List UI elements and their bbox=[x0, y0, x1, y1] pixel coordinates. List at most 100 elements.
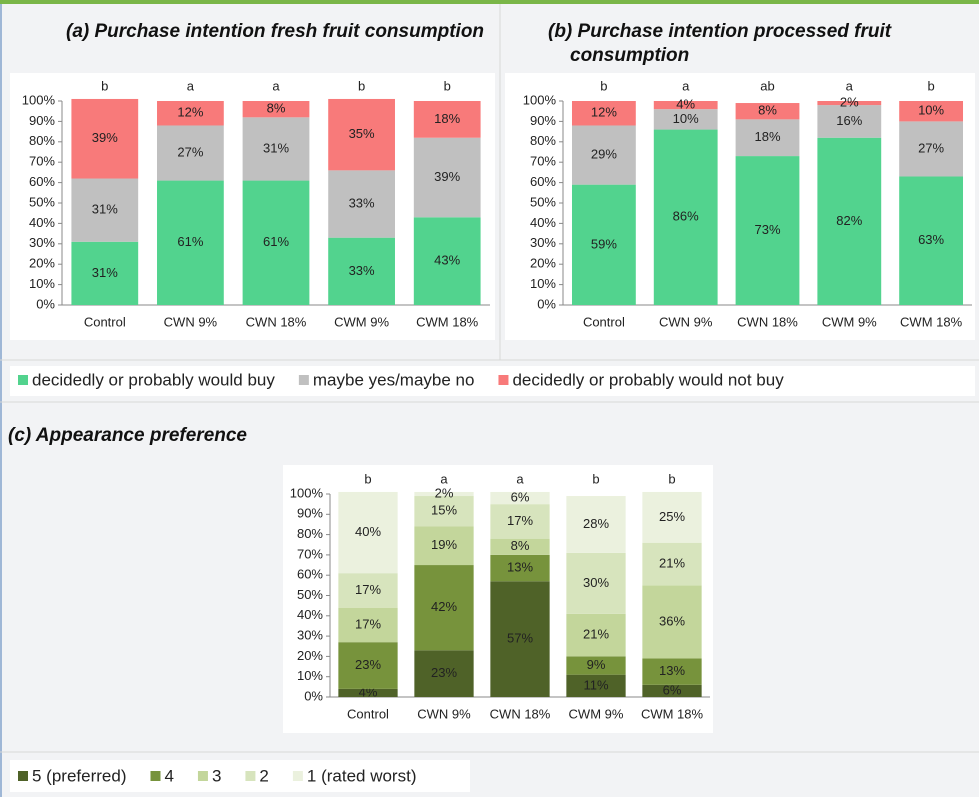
y-tick-label: 10% bbox=[530, 276, 556, 291]
bar-segment bbox=[817, 137, 882, 305]
bar-segment bbox=[735, 119, 800, 157]
y-tick-label: 80% bbox=[530, 133, 556, 148]
bar-segment bbox=[642, 542, 702, 586]
data-label: 8% bbox=[267, 101, 286, 116]
bar-segment bbox=[414, 565, 474, 651]
data-label: 39% bbox=[92, 130, 118, 145]
data-label: 16% bbox=[836, 113, 862, 128]
data-label: 61% bbox=[177, 234, 203, 249]
bar-segment bbox=[157, 125, 224, 181]
significance-letter: b bbox=[668, 471, 675, 486]
bar-segment bbox=[653, 101, 718, 110]
bar-segment bbox=[899, 121, 964, 177]
bar-segment bbox=[566, 552, 626, 614]
significance-letter: b bbox=[101, 78, 108, 93]
significance-letter: a bbox=[272, 78, 280, 93]
x-tick-label: Control bbox=[84, 314, 126, 329]
bar-segment bbox=[157, 180, 224, 305]
legend-label: decidedly or probably would buy bbox=[32, 370, 275, 389]
significance-letter: a bbox=[846, 78, 854, 93]
legend-box bbox=[10, 760, 470, 792]
bar-segment bbox=[338, 491, 398, 574]
bar-segment bbox=[566, 496, 626, 553]
legend-swatch bbox=[245, 771, 256, 781]
bar-segment bbox=[642, 491, 702, 543]
bar-segment bbox=[71, 241, 139, 305]
legend-swatch bbox=[292, 771, 303, 781]
y-tick-label: 100% bbox=[523, 92, 557, 107]
data-label: 36% bbox=[659, 613, 685, 628]
data-label: 6% bbox=[663, 682, 682, 697]
y-tick-label: 90% bbox=[297, 506, 323, 521]
y-tick-label: 30% bbox=[530, 235, 556, 250]
data-label: 18% bbox=[754, 129, 780, 144]
y-tick-label: 80% bbox=[29, 133, 55, 148]
bar-segment bbox=[414, 491, 474, 497]
significance-letter: b bbox=[444, 78, 451, 93]
data-label: 31% bbox=[92, 265, 118, 280]
y-tick-label: 40% bbox=[29, 215, 55, 230]
data-label: 21% bbox=[659, 555, 685, 570]
y-tick-label: 100% bbox=[22, 92, 56, 107]
legend-swatch bbox=[18, 375, 28, 385]
x-tick-label: Control bbox=[347, 706, 389, 721]
data-label: 10% bbox=[673, 111, 699, 126]
y-tick-label: 90% bbox=[29, 113, 55, 128]
y-tick-label: 0% bbox=[36, 296, 55, 311]
legend-label: 5 (preferred) bbox=[32, 766, 126, 785]
legend-label: 3 bbox=[212, 766, 221, 785]
bar-segment bbox=[328, 170, 395, 238]
y-tick-label: 30% bbox=[29, 235, 55, 250]
data-label: 33% bbox=[349, 195, 375, 210]
top-rule bbox=[0, 0, 979, 4]
left-rule bbox=[0, 4, 2, 797]
bar-segment bbox=[817, 105, 882, 138]
data-label: 19% bbox=[431, 537, 457, 552]
legend-swatch bbox=[150, 771, 161, 781]
bar-segment bbox=[242, 180, 310, 305]
significance-letter: a bbox=[516, 471, 524, 486]
bar-segment bbox=[653, 109, 718, 130]
data-label: 23% bbox=[431, 665, 457, 680]
bar-segment bbox=[413, 101, 481, 138]
data-label: 9% bbox=[587, 657, 606, 672]
bar-segment bbox=[71, 178, 139, 242]
data-label: 27% bbox=[177, 144, 203, 159]
bar-segment bbox=[338, 688, 398, 697]
x-tick-label: CWM 18% bbox=[641, 706, 704, 721]
bar-segment bbox=[242, 101, 310, 118]
legend-label: maybe yes/maybe no bbox=[313, 370, 475, 389]
legend-label: decidedly or probably would not buy bbox=[512, 370, 784, 389]
y-tick-label: 10% bbox=[29, 276, 55, 291]
y-tick-label: 60% bbox=[29, 174, 55, 189]
y-tick-label: 90% bbox=[530, 113, 556, 128]
data-label: 8% bbox=[758, 103, 777, 118]
data-label: 2% bbox=[840, 94, 859, 109]
bar-segment bbox=[414, 526, 474, 566]
bar-segment bbox=[566, 656, 626, 675]
legend-label: 4 bbox=[164, 766, 173, 785]
data-label: 59% bbox=[591, 236, 617, 251]
bar-segment bbox=[735, 103, 800, 120]
data-label: 73% bbox=[754, 222, 780, 237]
y-tick-label: 50% bbox=[297, 587, 323, 602]
y-tick-label: 20% bbox=[297, 648, 323, 663]
y-tick-label: 0% bbox=[304, 688, 323, 703]
y-tick-label: 50% bbox=[29, 194, 55, 209]
bar-segment bbox=[328, 237, 395, 305]
y-tick-label: 40% bbox=[297, 607, 323, 622]
significance-letter: b bbox=[364, 471, 371, 486]
y-tick-label: 10% bbox=[297, 668, 323, 683]
bar-segment bbox=[490, 491, 550, 505]
data-label: 17% bbox=[355, 616, 381, 631]
bar-segment bbox=[642, 684, 702, 697]
bar-segment bbox=[338, 573, 398, 608]
y-tick-label: 20% bbox=[29, 256, 55, 271]
y-tick-label: 50% bbox=[530, 194, 556, 209]
significance-letter: b bbox=[592, 471, 599, 486]
data-label: 13% bbox=[507, 560, 533, 575]
legend-label: 1 (rated worst) bbox=[307, 766, 417, 785]
x-tick-label: CWN 9% bbox=[659, 314, 713, 329]
data-label: 12% bbox=[591, 105, 617, 120]
